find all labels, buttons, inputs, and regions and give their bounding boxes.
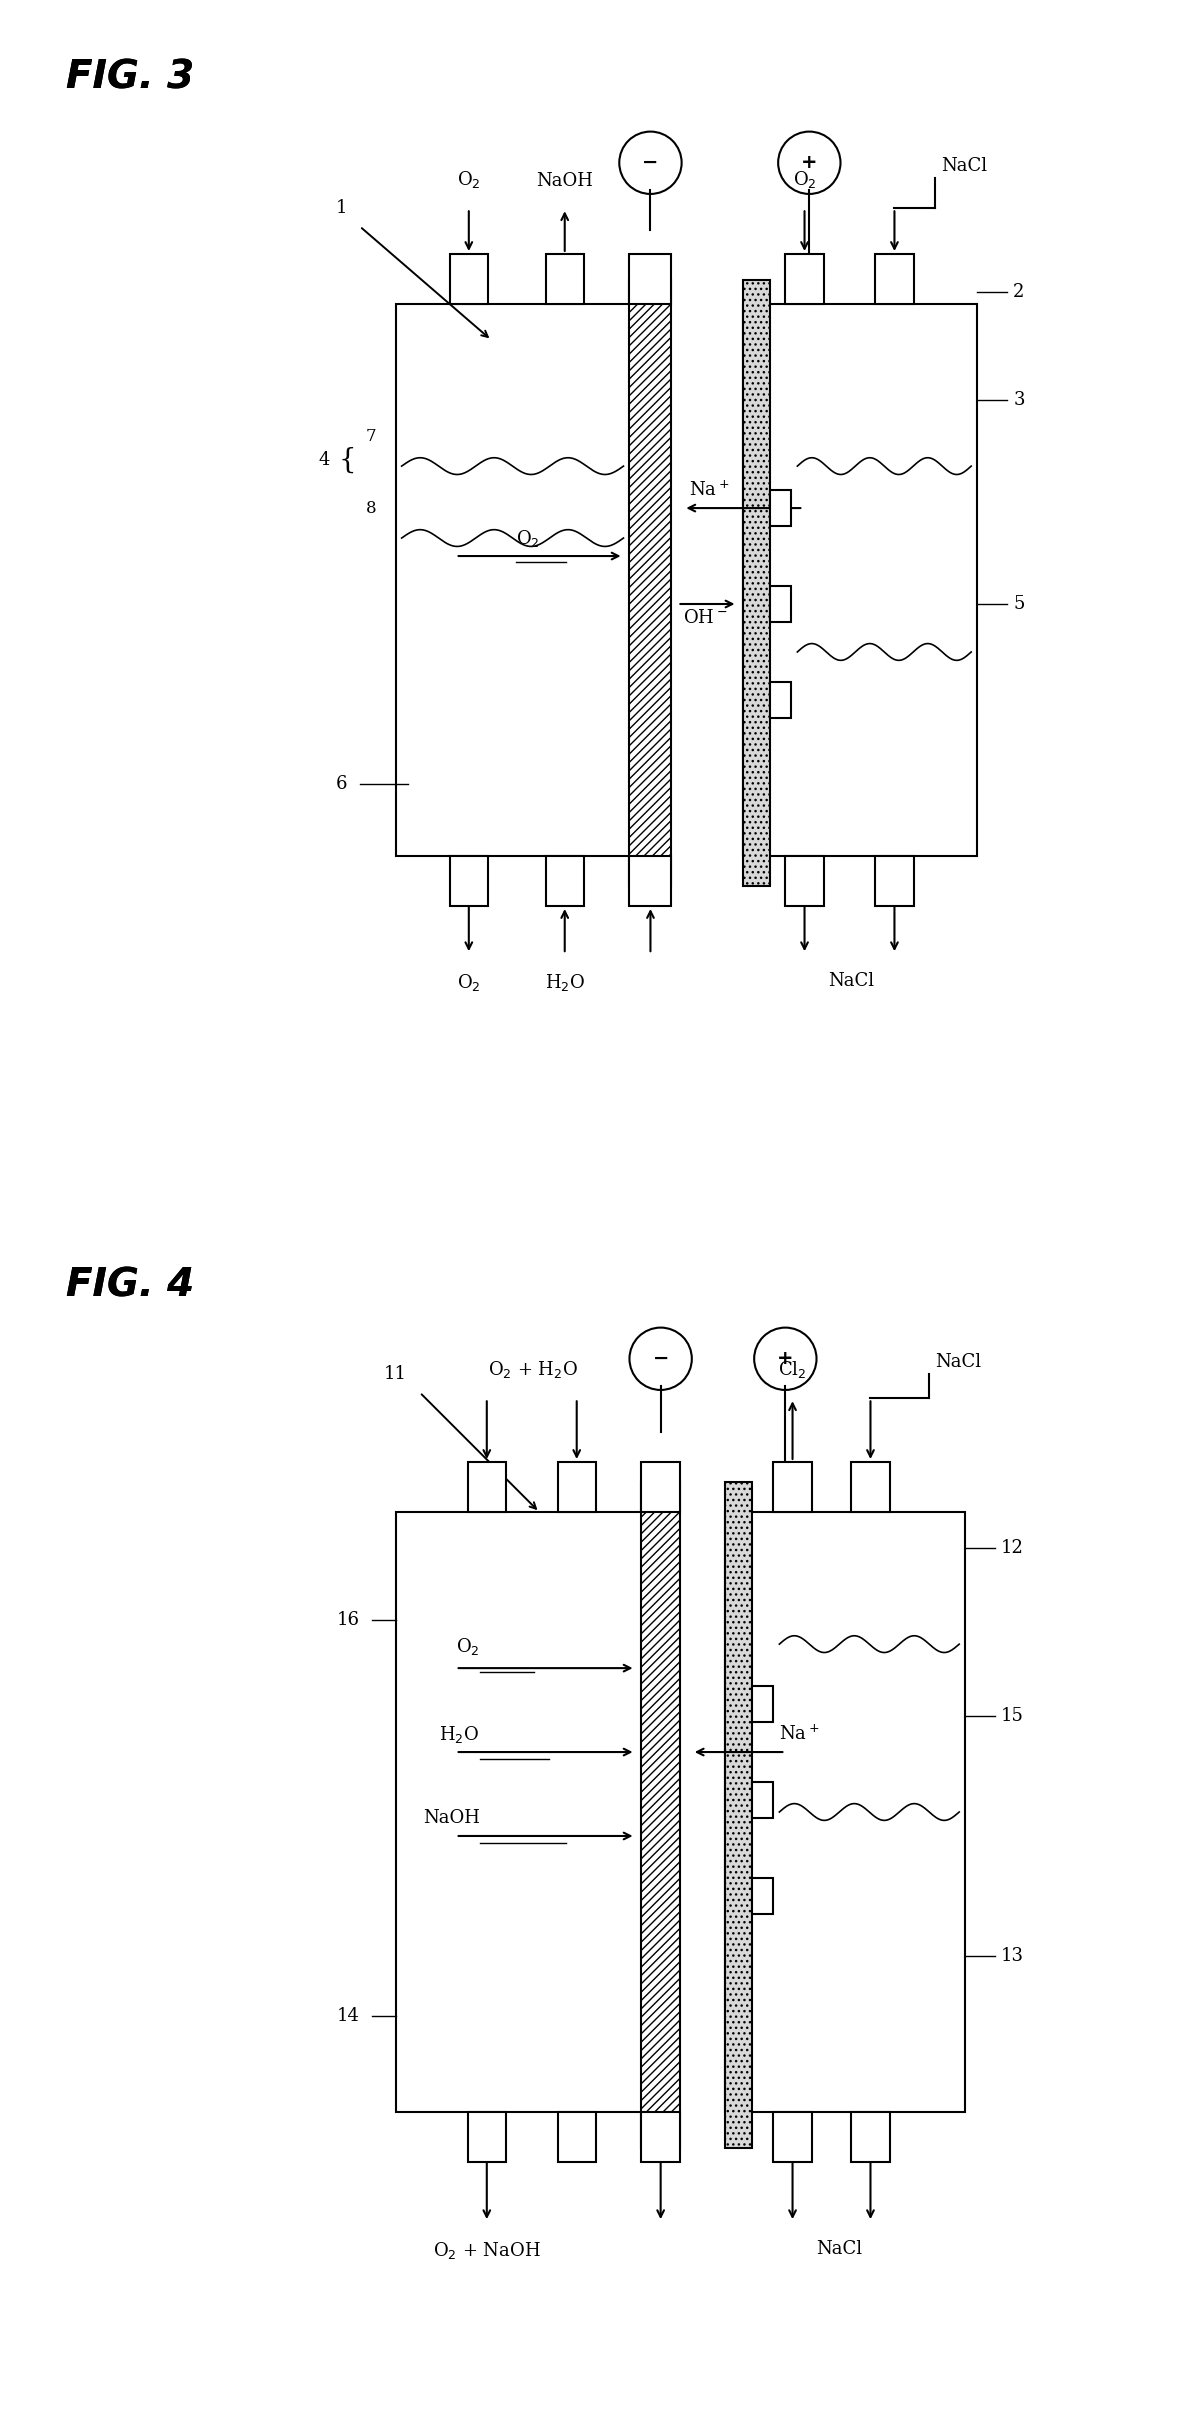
Text: −: − [652,1348,669,1367]
Text: Na$^+$: Na$^+$ [779,1725,820,1744]
Text: 3: 3 [1013,391,1025,408]
Text: FIG. 4: FIG. 4 [66,1266,194,1305]
Bar [450,855,488,906]
Text: NaOH: NaOH [536,172,594,191]
Text: O$_2$: O$_2$ [457,169,481,191]
Bar [558,1462,596,1512]
Text: H$_2$O: H$_2$O [440,1723,480,1744]
Bar [641,1483,680,2148]
Text: NaCl: NaCl [935,1353,981,1370]
Bar [770,587,791,621]
Text: OH$^-$: OH$^-$ [683,609,728,628]
Bar [629,855,671,906]
Text: H$_2$O: H$_2$O [544,971,585,993]
Text: 4: 4 [319,452,330,469]
Text: 14: 14 [337,2008,360,2025]
Text: +: + [801,152,818,172]
Text: 1: 1 [336,201,348,217]
Text: 13: 13 [1001,1947,1024,1964]
Bar [629,280,671,887]
Text: Cl$_2$: Cl$_2$ [778,1360,807,1380]
Text: O$_2$: O$_2$ [793,169,817,191]
Bar [450,254,488,304]
Bar [785,855,824,906]
Text: O$_2$ + H$_2$O: O$_2$ + H$_2$O [488,1360,579,1380]
Bar [851,2112,890,2162]
Bar [752,1783,773,1817]
Bar [752,1686,773,1723]
Bar [770,490,791,527]
Text: 16: 16 [337,1611,360,1628]
Text: NaOH: NaOH [423,1810,480,1826]
Text: O$_2$: O$_2$ [516,527,540,548]
Bar [725,1483,752,2148]
Bar [396,1512,653,2112]
Bar [743,280,770,887]
Bar [546,855,584,906]
Bar [773,1462,812,1512]
Text: FIG. 3: FIG. 3 [66,58,194,97]
Text: 7: 7 [366,428,376,445]
Text: O$_2$: O$_2$ [456,1636,480,1657]
Bar [743,304,977,855]
Text: +: + [777,1348,794,1367]
Text: −: − [643,152,658,172]
Text: 8: 8 [366,500,376,517]
Text: NaCl: NaCl [817,2240,862,2259]
Bar [396,304,641,855]
Text: {: { [338,447,356,474]
Bar [641,2112,680,2162]
Text: FIG. 4: FIG. 4 [66,1266,194,1305]
Text: 11: 11 [384,1365,408,1384]
Text: O$_2$ + NaOH: O$_2$ + NaOH [433,2240,541,2261]
Text: O$_2$: O$_2$ [457,971,481,993]
Text: FIG. 3: FIG. 3 [66,58,194,97]
Bar [629,254,671,304]
Bar [875,254,914,304]
Bar [773,2112,812,2162]
Text: 2: 2 [1013,283,1024,302]
Bar [851,1462,890,1512]
Text: 15: 15 [1001,1708,1024,1725]
Text: NaCl: NaCl [829,971,874,991]
Text: 5: 5 [1013,594,1024,614]
Bar [725,1512,965,2112]
Text: 6: 6 [336,776,348,792]
Bar [558,2112,596,2162]
Bar [785,254,824,304]
Bar [752,1877,773,1913]
Bar [770,681,791,718]
Bar [546,254,584,304]
Bar [641,1462,680,1512]
Bar [468,2112,506,2162]
Text: Na$^+$: Na$^+$ [689,481,730,500]
Bar [468,1462,506,1512]
Bar [875,855,914,906]
Text: NaCl: NaCl [941,157,987,174]
Text: 12: 12 [1001,1539,1024,1558]
